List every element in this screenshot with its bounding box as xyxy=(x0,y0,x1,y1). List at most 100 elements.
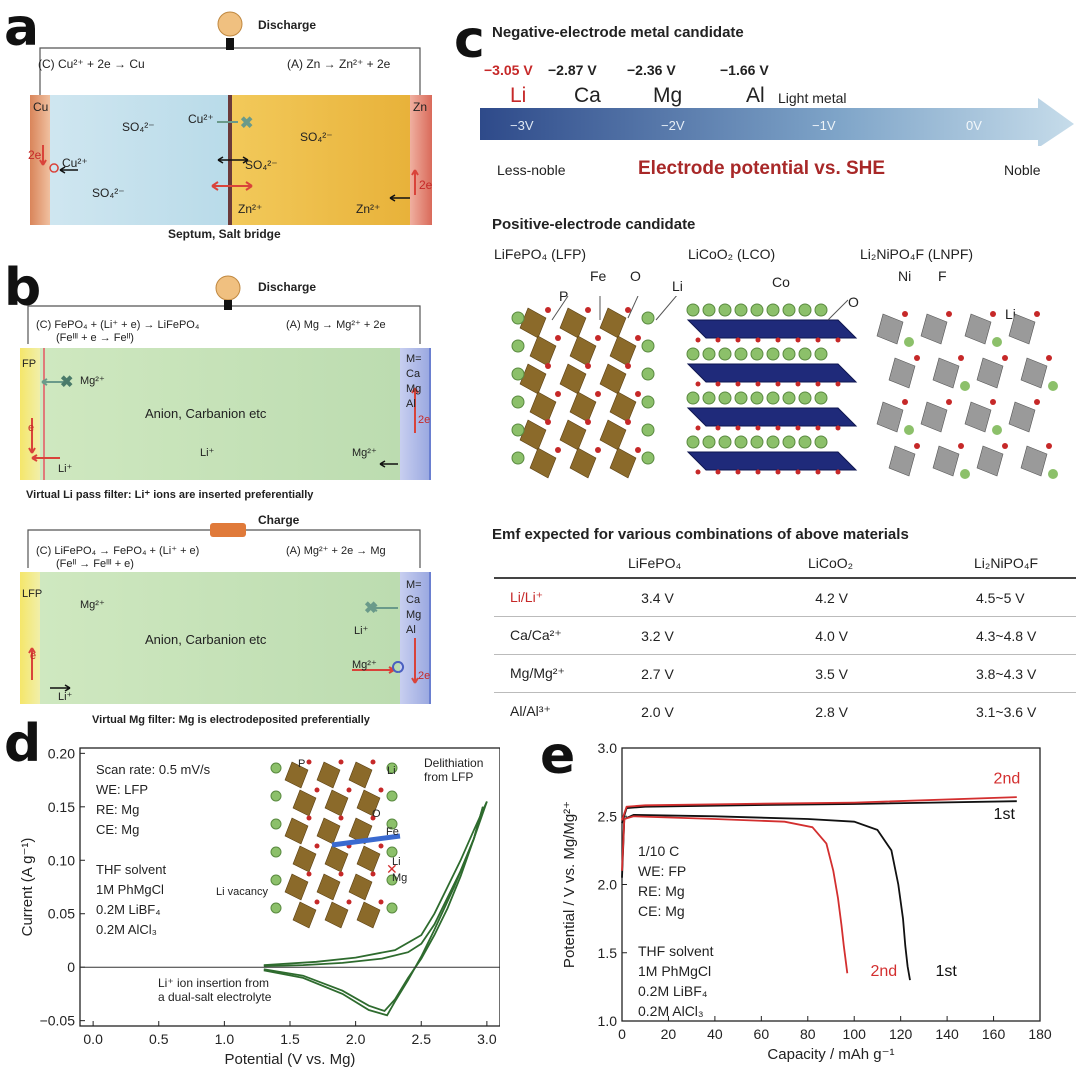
panel-e-condition: 1/10 C xyxy=(638,843,680,859)
oxygen-atom xyxy=(370,871,376,877)
li-atom xyxy=(782,435,796,449)
panel-d-condition: 1M PhMgCl xyxy=(96,882,164,897)
li-atom xyxy=(734,347,748,361)
panel-d-condition: 0.2M AlCl₃ xyxy=(96,922,157,937)
oxygen-atom xyxy=(555,447,561,453)
svg-text:✖: ✖ xyxy=(240,115,253,132)
oxygen-atom xyxy=(1002,443,1008,449)
panel-b-discharge-right-electrode: M= Ca Mg Al xyxy=(406,353,422,410)
y-axis-label: Potential / V vs. Mg/Mg²⁺ xyxy=(561,801,578,968)
x-tick-label: 0.5 xyxy=(149,1031,169,1047)
ni-octahedron xyxy=(976,445,1004,477)
li-atom xyxy=(386,874,398,886)
oxygen-atom xyxy=(635,391,641,397)
panel-c-atom-co: Co xyxy=(772,274,790,290)
oxygen-atom xyxy=(946,311,952,317)
curve-label: 1st xyxy=(936,963,958,980)
series-line-1 xyxy=(263,806,484,1013)
li-atom xyxy=(814,435,828,449)
panel-b-charge-title: Charge xyxy=(258,513,300,527)
panel-b-cell-diagrams: ✖ ✖ xyxy=(20,275,431,704)
ni-octahedron xyxy=(976,357,1004,389)
panel-a-anode-reaction: (A) Zn → Zn²⁺ + 2e xyxy=(287,57,391,71)
panel-c-col-lco: LiCoO₂ xyxy=(808,555,854,571)
oxygen-atom xyxy=(1046,355,1052,361)
li-atom xyxy=(718,303,732,317)
panel-b-charge-electron: e xyxy=(30,650,37,662)
li-atom xyxy=(702,435,716,449)
y-tick-label: 0 xyxy=(67,959,75,975)
ni-octahedron xyxy=(964,313,992,345)
panel-a-zn-ion: Zn²⁺ xyxy=(356,202,381,216)
oxygen-atom xyxy=(775,337,781,343)
oxygen-atom xyxy=(775,469,781,475)
panel-c-tick-m1: −1V xyxy=(812,118,836,133)
emf-value: 3.8~4.3 V xyxy=(975,654,1076,693)
panel-d-chart: 0.0 0.5 1.0 1.5 2.0 2.5 3.0 −0.05 0 0.05 0.10 0.15 0… xyxy=(0,740,501,1082)
emf-row: Al/Al³⁺ 2.0 V 2.8 V 3.1~3.6 V xyxy=(494,692,1076,730)
y-tick-label: −0.05 xyxy=(40,1013,76,1029)
x-tick-label: 120 xyxy=(889,1026,913,1042)
li-atom xyxy=(798,347,812,361)
panel-a-label: a xyxy=(4,0,40,58)
panel-b-discharge-electrolyte: Anion, Carbanion etc xyxy=(145,406,267,421)
x-axis-label: Potential (V vs. Mg) xyxy=(225,1051,356,1068)
oxygen-atom xyxy=(314,787,320,793)
emf-couple: Li/Li⁺ xyxy=(494,577,642,617)
y-tick-label: 2.5 xyxy=(598,808,618,824)
lfp-octahedron xyxy=(292,845,317,873)
panel-b-discharge-cathode-reaction: (C) FePO₄ + (Li⁺ + e) → LiFePO₄ xyxy=(36,319,200,331)
lfp-octahedron xyxy=(609,447,637,479)
lfp-octahedron xyxy=(529,335,557,367)
li-atom xyxy=(750,391,764,405)
li-atom xyxy=(511,423,525,437)
panel-c-crystal-structures xyxy=(511,296,1058,479)
panel-b-charge-electrons: 2e xyxy=(418,670,431,682)
panel-c-atom-li-lnpf: Li xyxy=(1005,306,1016,322)
ni-octahedron xyxy=(932,357,960,389)
series-line-1 xyxy=(621,796,1017,821)
oxygen-atom xyxy=(378,787,384,793)
curve-label: 2nd xyxy=(994,770,1021,787)
x-tick-label: 1.5 xyxy=(280,1031,300,1047)
oxygen-atom xyxy=(314,843,320,849)
panel-a-electrons-left: 2e xyxy=(28,148,42,162)
panel-d-condition: WE: LFP xyxy=(96,782,149,797)
oxygen-atom xyxy=(695,381,701,387)
oxygen-atom xyxy=(635,335,641,341)
li-atom xyxy=(641,451,655,465)
panel-b-charge-caption: Virtual Mg filter: Mg is electrodeposite… xyxy=(92,714,370,726)
panel-e-label: e xyxy=(540,726,576,786)
panel-a-zn-electrode: Zn xyxy=(413,100,428,114)
panel-a-discharge-label: Discharge xyxy=(258,18,317,32)
panel-c-atom-fe: Fe xyxy=(590,268,607,284)
series-line-2 xyxy=(621,813,911,981)
li-atom xyxy=(904,337,914,347)
li-atom xyxy=(798,435,812,449)
li-atom xyxy=(782,347,796,361)
li-atom xyxy=(270,762,282,774)
panel-d-inset-o: O xyxy=(372,808,381,820)
panel-d-condition: THF solvent xyxy=(96,862,167,877)
li-atom xyxy=(734,391,748,405)
oxygen-atom xyxy=(835,425,841,431)
li-atom xyxy=(798,391,812,405)
li-atom xyxy=(904,425,914,435)
oxygen-atom xyxy=(735,425,741,431)
oxygen-atom xyxy=(585,363,591,369)
metal-potential-mg: −2.36 V xyxy=(627,62,676,78)
panel-d-condition: 0.2M LiBF₄ xyxy=(96,902,161,917)
x-axis-label: Capacity / mAh g⁻¹ xyxy=(767,1046,894,1063)
panel-c-structure-lco: LiCoO₂ (LCO) xyxy=(688,246,776,262)
li-atom xyxy=(766,435,780,449)
oxygen-atom xyxy=(378,843,384,849)
lfp-octahedron xyxy=(284,873,309,901)
panel-d-inset-vacancy: Li vacancy xyxy=(216,886,268,898)
panel-c-axis-title: Electrode potential vs. SHE xyxy=(638,158,886,179)
oxygen-atom xyxy=(815,337,821,343)
panel-a-sulfate-4: SO₄²⁻ xyxy=(300,130,333,144)
panel-e-condition: 0.2M AlCl₃ xyxy=(638,1003,704,1019)
x-tick-label: 40 xyxy=(707,1026,723,1042)
ni-octahedron xyxy=(1008,313,1036,345)
panel-b-discharge-li-inserted: Li⁺ xyxy=(58,463,73,475)
